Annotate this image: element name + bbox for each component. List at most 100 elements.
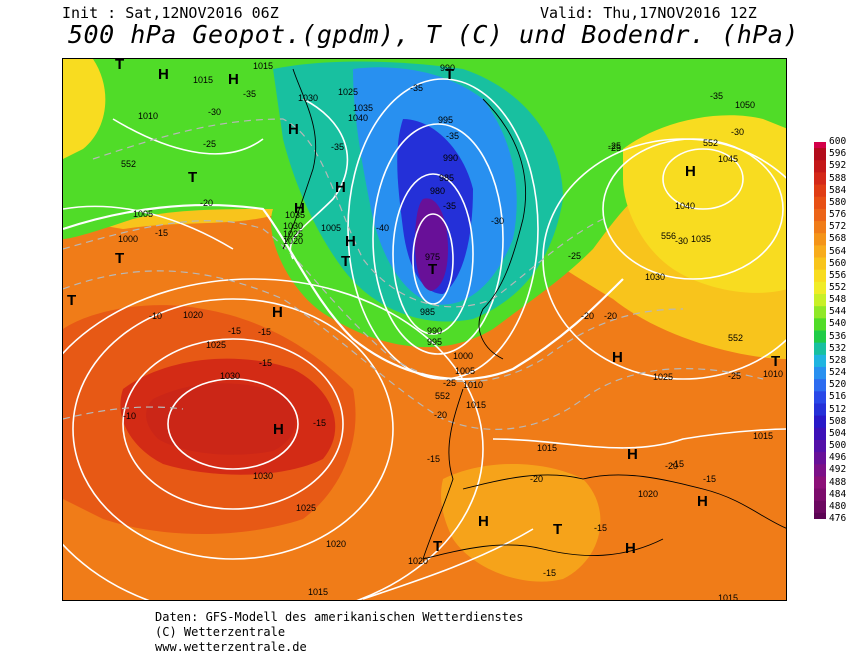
high-center: H [273,421,284,438]
isobars [63,78,786,600]
pressure-label: 1035 [353,103,373,113]
pressure-label: 1005 [321,223,341,233]
low-center: T [433,538,442,555]
contour-552-labels: 552 556 552 552 552 [121,138,743,401]
field-yellow-ridge-east [623,115,786,293]
legend-swatch [814,464,826,477]
isobar-1015-mediterranean [492,428,786,449]
low-center: T [115,250,124,267]
legend-label: 492 [829,464,847,476]
pressure-label: 1015 [753,431,773,441]
pressure-label: 1010 [138,111,158,121]
temp-label: -35 [243,89,256,99]
legend-swatch [814,439,826,453]
legend-label: 548 [829,294,847,306]
high-center: H [612,349,623,366]
pressure-label: 990 [440,63,455,73]
contour-label: 552 [728,333,743,343]
legend-label: 488 [829,476,847,488]
legend-swatch [814,500,826,514]
coast-north-africa [422,538,664,560]
pressure-label: 1015 [537,443,557,453]
credit-website[interactable]: www.wetterzentrale.de [155,640,307,654]
pressure-label: 1025 [653,372,673,382]
temp-label: -20 [604,311,617,321]
coast-western-europe [422,388,464,560]
legend-label: 560 [829,257,847,269]
legend-swatch [814,281,826,295]
legend-label: 544 [829,306,847,318]
temp-label: -40 [376,223,389,233]
legend-swatch [814,160,826,173]
pressure-label: 1000 [453,351,473,361]
credit-source: Daten: GFS-Modell des amerikanischen Wet… [155,610,524,624]
contour-552 [63,203,624,381]
high-center: H [345,233,356,250]
low-center: T [771,353,780,370]
pressure-label: 1025 [338,87,358,97]
temp-label: -15 [703,474,716,484]
contour-label: 552 [121,159,136,169]
isobar-1035-ridge-north [289,98,349,260]
legend-swatch [814,391,826,404]
isotherm-minus-10 [63,406,184,420]
pressure-label: 1040 [675,201,695,211]
pressure-label: 1025 [296,503,316,513]
pressure-label: 1035 [691,234,711,244]
legend-label: 540 [829,318,847,330]
high-center: H [625,540,636,557]
temp-label: -20 [665,461,678,471]
pressure-label: 1020 [183,310,203,320]
temp-label: -25 [203,139,216,149]
legend-swatch [814,379,826,392]
data-credit: Daten: GFS-Modell des amerikanischen Wet… [155,610,523,655]
coastlines [282,68,786,560]
temperature-labels: -35 -30 -25 -20 -15 -10 -15 -15 -10 -15 … [123,83,744,578]
weather-map: 1015 1015 1010 1005 1000 1025 1030 1035 … [62,58,787,601]
pressure-label: 1035 [285,210,305,220]
pressure-label: 1005 [133,209,153,219]
pressure-label: 1030 [283,221,303,231]
coast-greenland [282,68,317,250]
pressure-label: 1020 [638,489,658,499]
temp-label: -10 [149,311,162,321]
low-center: T [428,261,437,278]
legend-label: 532 [829,342,847,354]
legend-swatch [814,148,826,161]
contour-label: 552 [703,138,718,148]
credit-copyright: (C) Wetterzentrale [155,625,286,639]
high-center: H [697,493,708,510]
legend-swatch [814,172,826,186]
field-mediterranean-580 [441,464,601,582]
pressure-label: 990 [427,326,442,336]
legend-swatch [814,452,826,465]
legend-swatch [814,330,826,344]
legend-swatch [814,342,826,356]
legend-swatch [814,306,826,319]
temp-label: -15 [594,523,607,533]
legend-label: 512 [829,403,847,415]
temp-label: -30 [491,216,504,226]
legend-label: 568 [829,233,847,245]
isotherm-minus-20 [63,220,684,382]
legend-swatch [814,221,826,234]
legend-label: 536 [829,330,847,342]
pressure-label: 1020 [408,556,428,566]
isotherms [63,118,764,430]
pressure-label: 985 [439,173,454,183]
temp-label: -15 [313,418,326,428]
legend-swatch [814,488,826,502]
pressure-label: 1020 [326,539,346,549]
temp-label: -25 [728,371,741,381]
temp-label: -35 [710,91,723,101]
pressure-label: 1050 [735,100,755,110]
temp-label: -15 [259,358,272,368]
pressure-label: 1000 [118,234,138,244]
temp-label: -20 [434,410,447,420]
temp-label: -10 [123,411,136,421]
legend-bar [814,142,826,519]
pressure-label: 1015 [466,400,486,410]
pressure-label: 1015 [308,587,328,597]
legend-label: 476 [829,513,847,524]
temp-label: -15 [258,327,271,337]
